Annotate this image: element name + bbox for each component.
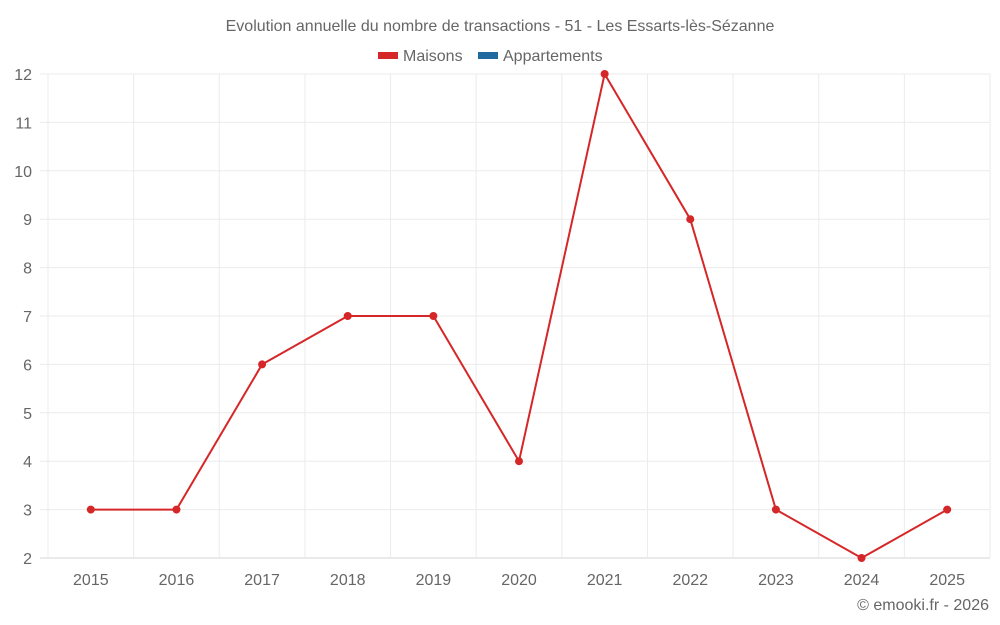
y-tick-label: 11 <box>15 115 32 132</box>
data-point[interactable] <box>600 70 609 78</box>
y-axis: 2 3 4 5 6 7 8 9 10 11 12 <box>14 67 32 568</box>
legend-item-appartements[interactable]: Appartements <box>478 48 603 65</box>
x-tick-label: 2022 <box>672 572 708 589</box>
x-tick-label: 2023 <box>758 572 794 589</box>
x-tick-label: 2020 <box>501 572 537 589</box>
y-tick-label: 9 <box>23 212 32 229</box>
legend-swatch-icon <box>478 52 498 59</box>
y-tick-label: 5 <box>23 406 32 423</box>
data-point[interactable] <box>771 505 780 514</box>
data-point[interactable] <box>172 505 181 514</box>
x-tick-label: 2019 <box>416 572 452 589</box>
legend-label: Maisons <box>403 48 463 65</box>
credit-text: © emooki.fr - 2026 <box>857 597 989 614</box>
x-tick-label: 2015 <box>73 572 109 589</box>
data-point[interactable] <box>857 554 866 562</box>
series-lines <box>86 70 952 562</box>
y-tick-label: 7 <box>23 309 32 326</box>
y-tick-label: 12 <box>14 67 32 84</box>
x-tick-label: 2018 <box>330 572 366 589</box>
grid <box>40 73 991 559</box>
legend: Maisons Appartements <box>378 48 603 65</box>
data-point[interactable] <box>515 457 523 466</box>
y-tick-label: 10 <box>14 164 32 181</box>
x-tick-label: 2016 <box>159 572 195 589</box>
y-tick-label: 2 <box>23 551 32 568</box>
data-point[interactable] <box>429 312 438 320</box>
legend-swatch-icon <box>378 52 398 59</box>
data-point[interactable] <box>943 505 952 514</box>
chart-title: Evolution annuelle du nombre de transact… <box>226 18 775 35</box>
data-point[interactable] <box>258 360 267 369</box>
data-point[interactable] <box>686 215 695 224</box>
y-tick-label: 6 <box>23 357 32 374</box>
y-tick-label: 4 <box>23 454 32 471</box>
x-tick-label: 2021 <box>587 572 623 589</box>
x-tick-label: 2017 <box>244 572 280 589</box>
legend-item-maisons[interactable]: Maisons <box>378 48 463 65</box>
legend-label: Appartements <box>503 48 603 65</box>
data-point[interactable] <box>343 312 352 320</box>
data-point[interactable] <box>86 505 95 514</box>
x-tick-label: 2025 <box>929 572 965 589</box>
x-tick-label: 2024 <box>844 572 880 589</box>
x-axis: 2015 2016 2017 2018 2019 2020 2021 2022 2023 2024… <box>73 572 965 589</box>
y-tick-label: 8 <box>23 261 32 278</box>
y-tick-label: 3 <box>23 503 32 520</box>
